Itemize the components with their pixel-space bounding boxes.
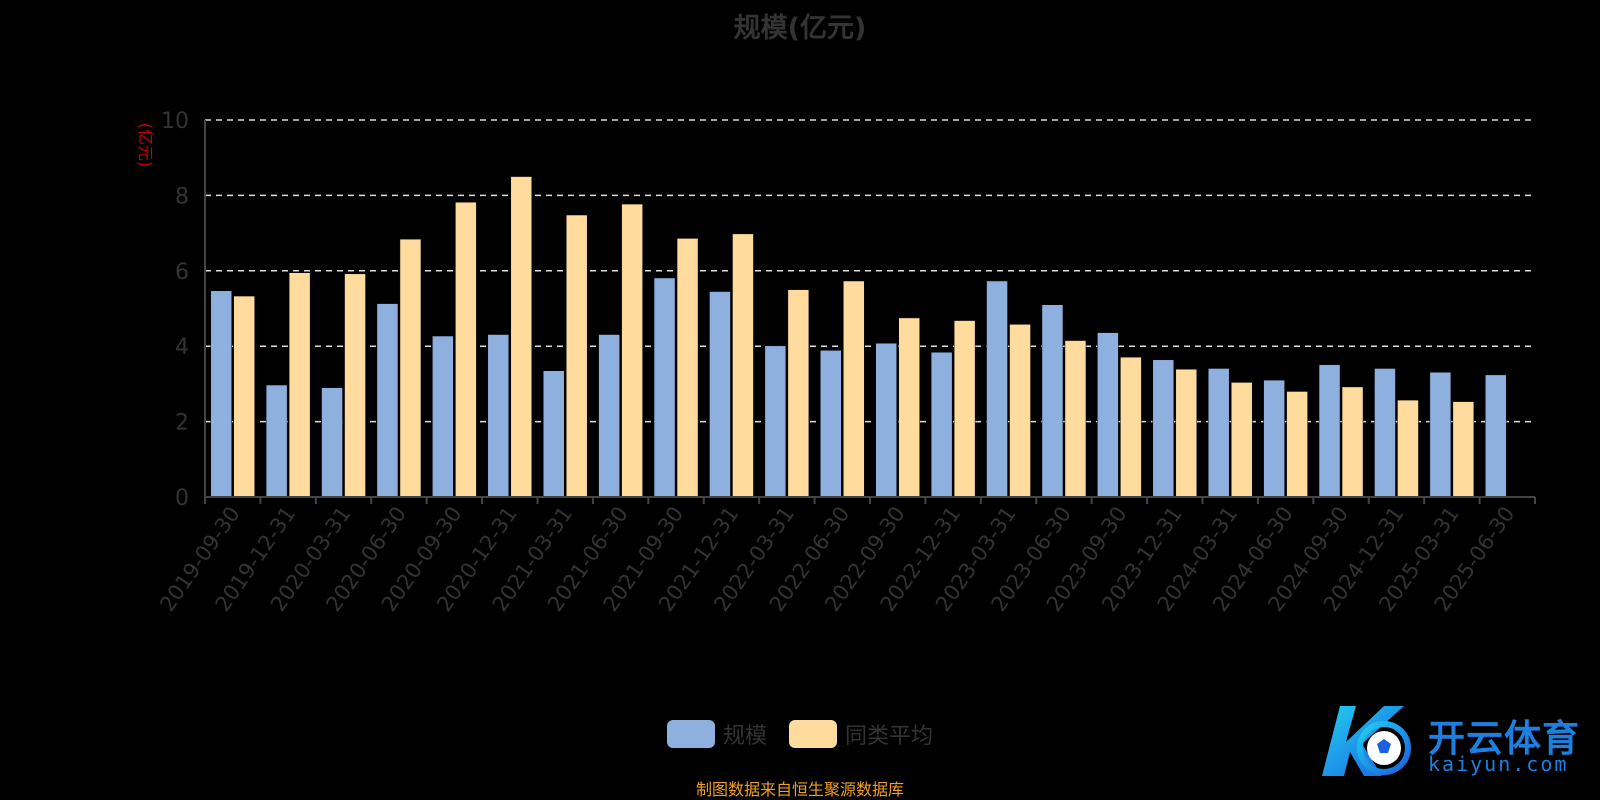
bar-scale[interactable] xyxy=(542,370,565,498)
soccer-ball-logo-icon xyxy=(1322,706,1411,776)
y-tick-label: 8 xyxy=(175,184,189,209)
bar-peer-average[interactable] xyxy=(787,289,810,498)
bar-peer-average[interactable] xyxy=(565,214,588,498)
bar-scale[interactable] xyxy=(820,350,842,498)
bar-peer-average[interactable] xyxy=(344,273,366,498)
bar-peer-average[interactable] xyxy=(510,176,533,498)
y-tick-label: 10 xyxy=(161,109,189,134)
bar-scale[interactable] xyxy=(432,335,454,498)
legend-item-scale[interactable]: 规模 xyxy=(666,718,767,750)
legend-swatch-peer-average xyxy=(789,720,837,748)
bar-scale[interactable] xyxy=(265,384,288,498)
grid-lines xyxy=(205,119,1535,423)
legend-item-peer-average[interactable]: 同类平均 xyxy=(789,718,933,750)
bar-peer-average[interactable] xyxy=(455,201,477,498)
bars xyxy=(210,176,1507,498)
watermark-logo: 开云体育 kaiyun.com xyxy=(1312,698,1582,784)
bar-scale[interactable] xyxy=(1041,304,1064,498)
bar-peer-average[interactable] xyxy=(1397,399,1419,498)
bar-scale[interactable] xyxy=(1207,368,1230,498)
brand-url: kaiyun.com xyxy=(1428,752,1569,776)
y-tick-label: 2 xyxy=(175,411,189,436)
bar-scale[interactable] xyxy=(321,387,343,498)
bar-peer-average[interactable] xyxy=(1009,324,1031,498)
bar-peer-average[interactable] xyxy=(1064,340,1087,498)
y-axis-label: (亿元) xyxy=(136,123,155,168)
bar-scale[interactable] xyxy=(930,351,953,498)
bar-scale[interactable] xyxy=(1485,374,1507,498)
legend: 规模 同类平均 xyxy=(0,718,1600,750)
bar-peer-average[interactable] xyxy=(233,295,255,498)
legend-label-scale: 规模 xyxy=(722,724,767,749)
bar-peer-average[interactable] xyxy=(953,320,976,498)
bar-scale[interactable] xyxy=(653,277,676,498)
bar-peer-average[interactable] xyxy=(621,203,643,498)
bar-peer-average[interactable] xyxy=(732,233,754,498)
legend-swatch-scale xyxy=(666,720,715,748)
bar-scale[interactable] xyxy=(1152,359,1175,498)
bar-scale[interactable] xyxy=(1374,368,1396,498)
bar-scale[interactable] xyxy=(598,334,620,498)
bar-scale[interactable] xyxy=(376,303,399,498)
brand-name: 开云体育 xyxy=(1428,717,1580,760)
bar-scale[interactable] xyxy=(1318,364,1341,498)
bar-scale[interactable] xyxy=(210,290,232,498)
bar-scale[interactable] xyxy=(986,280,1008,498)
bar-peer-average[interactable] xyxy=(1341,386,1364,498)
bar-peer-average[interactable] xyxy=(399,238,422,498)
bar-peer-average[interactable] xyxy=(1286,391,1308,498)
bar-peer-average[interactable] xyxy=(676,238,699,498)
bar-peer-average[interactable] xyxy=(1175,368,1198,498)
bar-peer-average[interactable] xyxy=(1120,356,1142,498)
bar-scale[interactable] xyxy=(1263,379,1285,498)
bar-peer-average[interactable] xyxy=(843,280,865,498)
bar-peer-average[interactable] xyxy=(1452,401,1475,498)
legend-label-peer-average: 同类平均 xyxy=(845,724,934,749)
bar-scale[interactable] xyxy=(764,345,787,498)
y-tick-label: 6 xyxy=(175,260,189,285)
bar-peer-average[interactable] xyxy=(898,317,920,498)
chart-title: 规模(亿元) xyxy=(733,13,867,44)
bar-scale[interactable] xyxy=(1097,332,1119,498)
bar-scale[interactable] xyxy=(709,291,731,498)
y-tick-label: 4 xyxy=(175,335,189,360)
bar-scale[interactable] xyxy=(875,342,897,498)
y-tick-label: 0 xyxy=(175,486,189,511)
bar-peer-average[interactable] xyxy=(1230,382,1253,498)
bar-peer-average[interactable] xyxy=(288,272,311,498)
bar-scale[interactable] xyxy=(487,334,510,498)
source-note: 制图数据来自恒生聚源数据库 xyxy=(695,780,904,799)
bar-scale[interactable] xyxy=(1429,371,1452,498)
